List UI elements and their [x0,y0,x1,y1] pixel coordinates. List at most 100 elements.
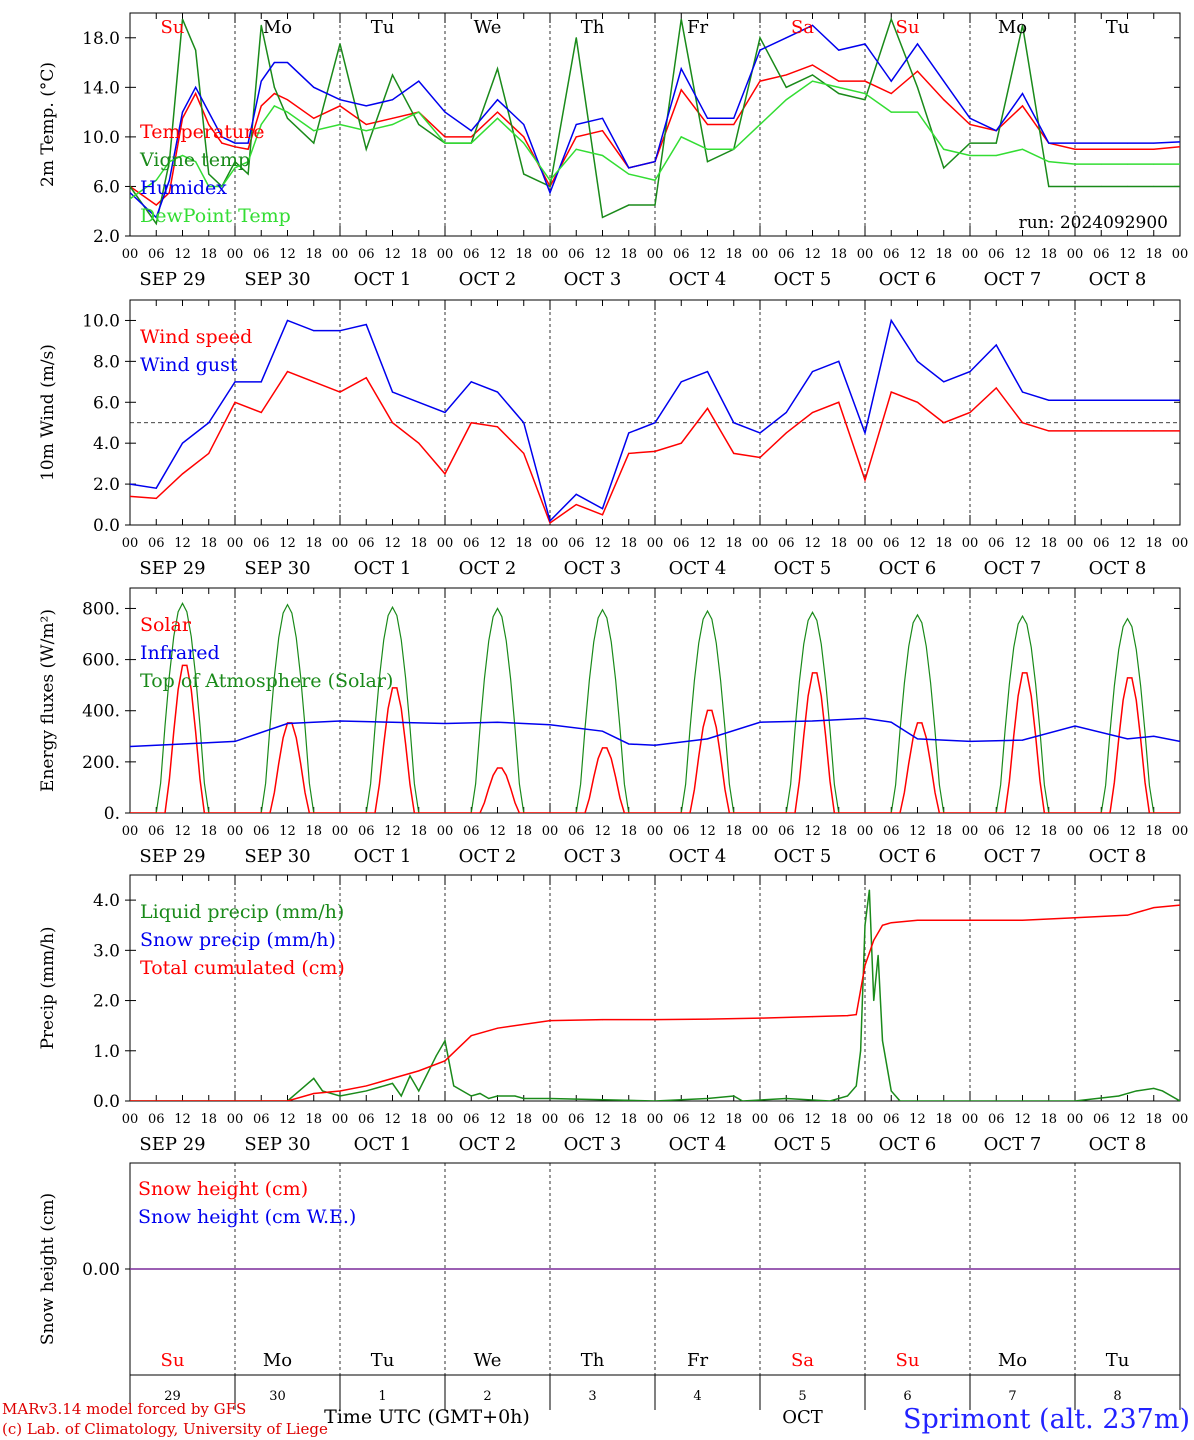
data-point [339,123,341,126]
hour-label: 00 [1067,1112,1084,1127]
data-point [260,411,262,414]
data-point [601,216,604,219]
data-point [549,1020,551,1022]
data-point [706,1097,709,1100]
data-point [444,722,446,725]
data-point [1179,163,1180,165]
date-label: OCT 4 [669,1134,727,1155]
data-point [260,123,262,126]
data-point [391,1077,394,1079]
data-point [916,43,919,45]
data-point [811,411,814,414]
data-point [435,1055,437,1057]
bottom-day-number: 3 [588,1389,596,1404]
data-point [916,738,919,740]
date-label: OCT 8 [1089,558,1147,579]
legend-entry: Snow height (cm W.E.) [138,1206,356,1228]
hour-label: 12 [1014,824,1031,839]
y-tick-label: 2.0 [93,475,120,495]
hour-label: 00 [227,824,244,839]
data-point [1048,142,1050,144]
hour-label: 12 [804,1112,821,1127]
hour-label: 12 [1014,247,1031,262]
data-point [195,49,197,51]
data-point [628,743,630,745]
data-point [1074,163,1076,165]
weekday-bottom-label: We [474,1350,502,1371]
hour-label: 12 [279,1112,296,1127]
data-point [130,192,131,194]
data-point [523,142,525,144]
hour-label: 18 [515,1112,532,1127]
data-point [444,1060,446,1062]
data-point [838,360,840,362]
data-point [453,1085,455,1087]
hour-label: 00 [542,1112,559,1127]
hour-label: 12 [489,824,506,839]
hour-label: 06 [883,824,900,839]
data-point [365,1085,367,1087]
bottom-day-number: 2 [483,1389,491,1404]
hour-label: 18 [935,247,952,262]
hour-label: 06 [673,1112,690,1127]
y-axis-label: 10m Wind (m/s) [38,344,58,481]
data-point [706,738,709,740]
data-point [391,117,394,119]
date-label: OCT 7 [984,1134,1042,1155]
hour-label: 06 [883,1112,900,1127]
hour-label: 06 [253,247,270,262]
data-point [628,167,630,169]
y-tick-label: 0.00 [82,1260,120,1280]
data-point [496,68,499,70]
hour-label: 18 [830,824,847,839]
data-point [181,117,184,119]
hour-label: 12 [1119,247,1136,262]
data-point [995,154,997,157]
data-point [168,192,170,194]
data-point [208,123,210,126]
data-point [1074,725,1076,727]
hour-label: 12 [1119,536,1136,551]
y-tick-label: 200. [82,753,120,773]
data-point [1126,185,1129,188]
date-label: OCT 6 [879,558,937,579]
data-point [628,432,630,434]
weekday-top-label: Th [581,17,605,38]
data-point [260,24,262,26]
hour-label: 00 [227,536,244,551]
date-label: OCT 6 [879,846,937,867]
data-point [488,1097,490,1100]
data-point [680,442,682,444]
data-point [1153,148,1155,150]
hour-label: 06 [148,536,165,551]
hour-label: 12 [594,247,611,262]
data-point [181,473,184,475]
data-point [733,148,735,150]
data-point [130,495,131,497]
data-point [221,136,223,138]
y-tick-label: 3.0 [93,941,120,961]
data-point [733,123,735,126]
y-tick-label: 600. [82,651,120,671]
bottom-day-number: 7 [1008,1389,1016,1404]
date-label: SEP 30 [244,558,310,579]
hour-label: 06 [883,536,900,551]
data-point [130,745,131,748]
hour-label: 18 [1040,824,1057,839]
hour-label: 18 [620,536,637,551]
data-point [890,111,892,113]
date-label: OCT 2 [459,846,517,867]
legend-entry: Vigne temp [139,149,250,171]
data-point [601,117,604,119]
hour-label: 00 [437,536,454,551]
hour-label: 00 [752,536,769,551]
hour-label: 18 [725,824,742,839]
bottom-day-number: 1 [378,1389,386,1404]
data-point [444,142,446,144]
hour-label: 18 [725,536,742,551]
hour-label: 12 [384,1112,401,1127]
data-point [943,148,945,150]
weekday-bottom-label: Sa [791,1350,814,1371]
data-point [549,520,551,522]
hour-label: 18 [830,1112,847,1127]
